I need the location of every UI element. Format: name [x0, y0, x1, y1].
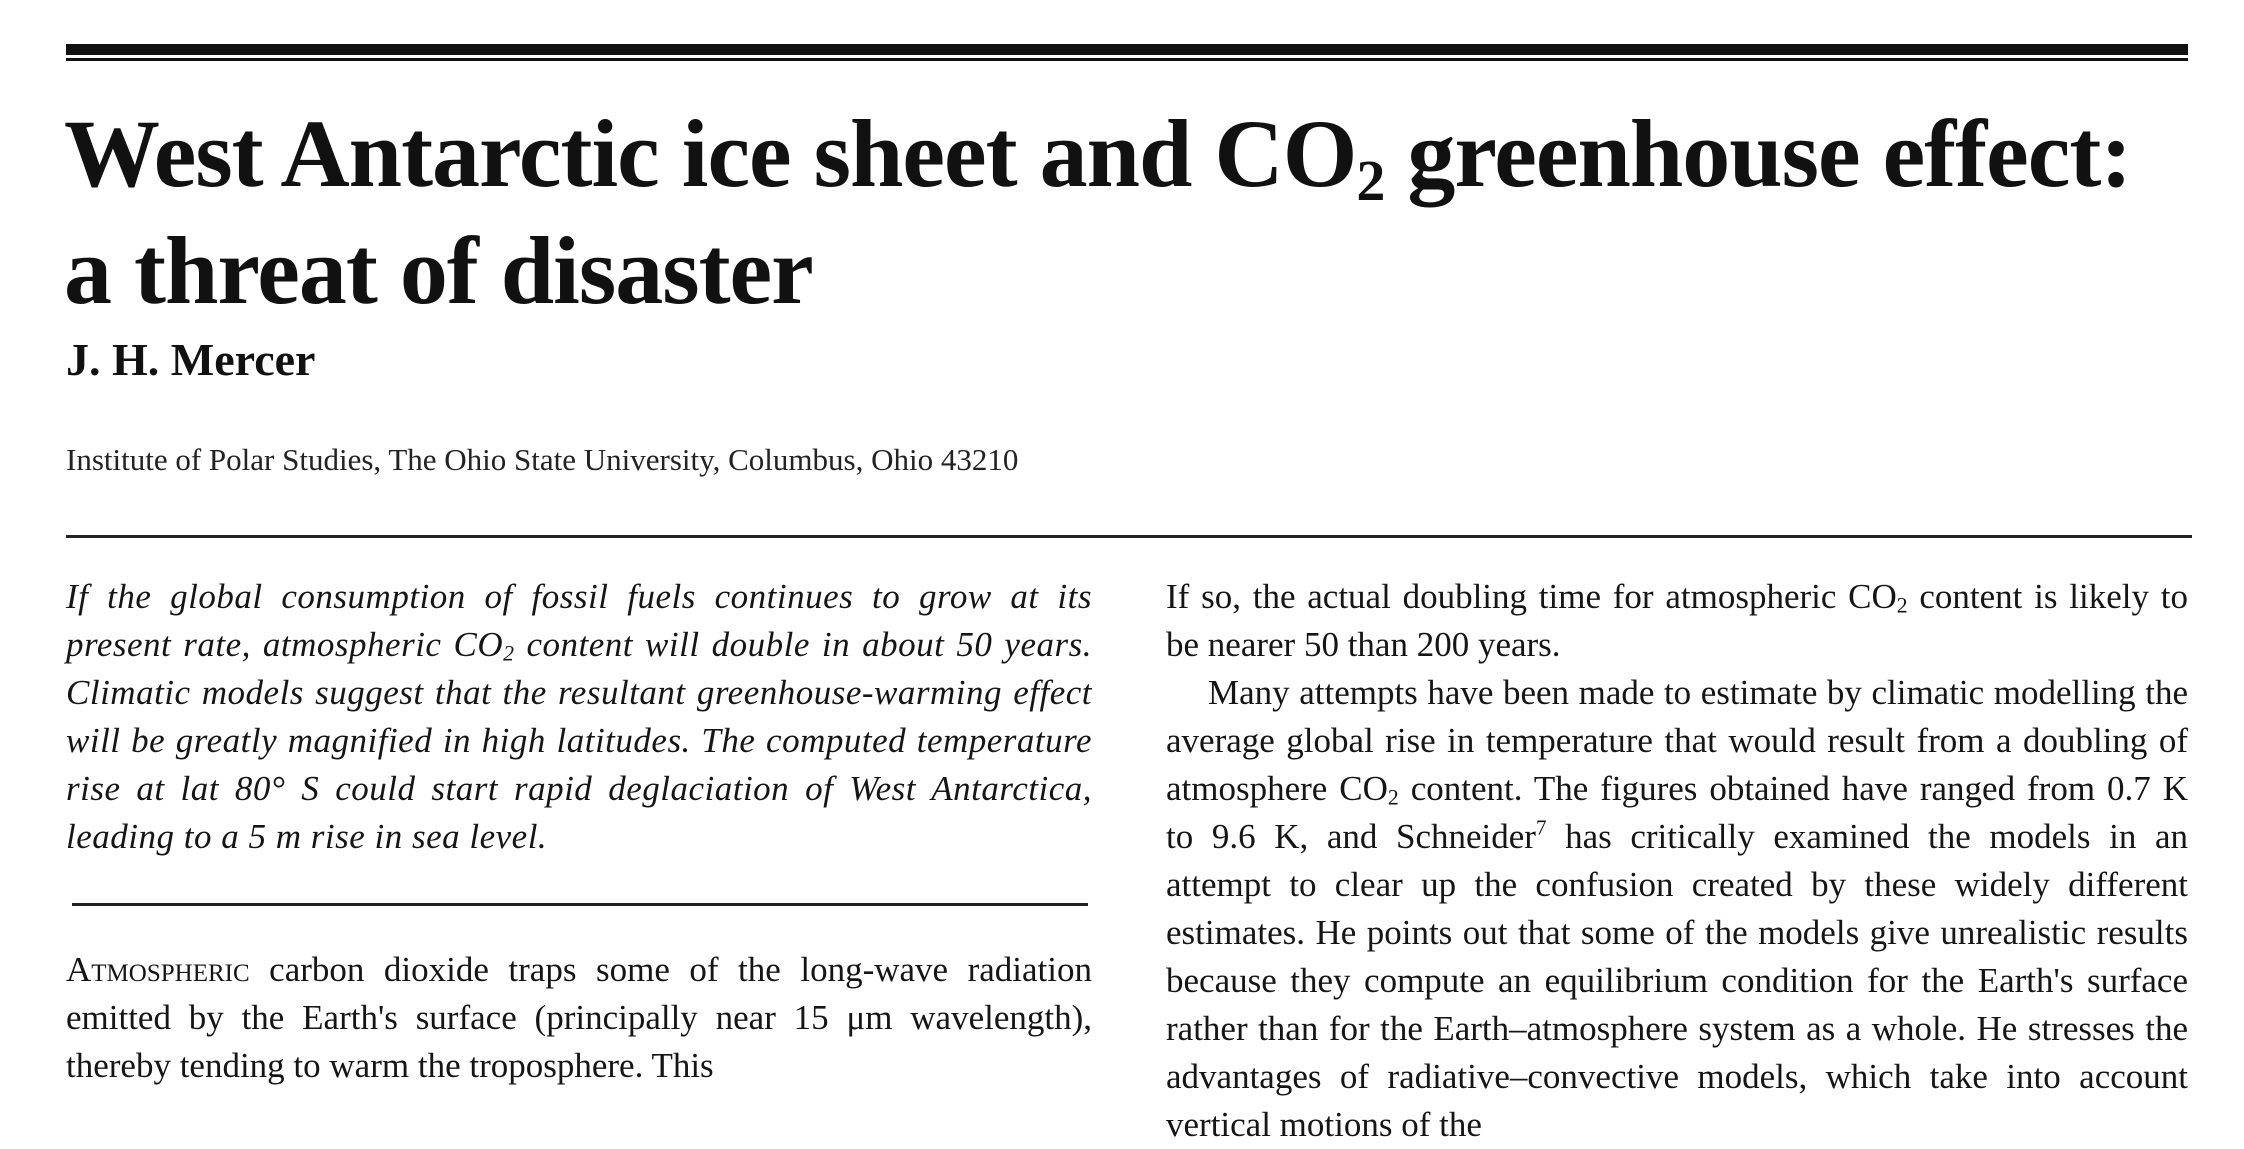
right-column: If so, the actual doubling time for atmo…	[1166, 573, 2188, 1149]
models-text-mid: content. The figures obtained have range…	[1166, 769, 2188, 856]
author-name: J. H. Mercer	[66, 334, 316, 385]
body-paragraph-intro: Atmospheric carbon dioxide traps some of…	[66, 946, 1092, 1090]
lead-in-smallcaps: Atmospheric	[66, 950, 250, 989]
doubling-text-start: If so, the actual doubling time for atmo…	[1166, 577, 1897, 616]
body-paragraph-models: Many attempts have been made to estimate…	[1166, 669, 2188, 1149]
models-text-start: Many attempts have been made to estimate…	[1166, 673, 2188, 808]
doubling-text-end: content is likely to be nearer 50 than 2…	[1166, 577, 2188, 664]
doubling-subscript: 2	[1896, 593, 1908, 618]
abstract-divider	[72, 903, 1088, 906]
title-subscript: 2	[1356, 148, 1385, 213]
intro-text: carbon dioxide traps some of the long-wa…	[66, 950, 1092, 1085]
body-paragraph-doubling: If so, the actual doubling time for atmo…	[1166, 573, 2188, 669]
models-text-end: has critically examined the models in an…	[1166, 817, 2189, 1144]
author-affiliation: Institute of Polar Studies, The Ohio Sta…	[66, 442, 1019, 477]
reference-marker: 7	[1535, 815, 1547, 840]
header-thin-rule	[66, 58, 2188, 61]
abstract-subscript: 2	[503, 641, 515, 666]
abstract-text-end: content will double in about 50 years. C…	[66, 625, 1092, 856]
title-text-end: greenhouse effect: a threat of disaster	[64, 100, 2132, 324]
title-text-start: West Antarctic ice sheet and CO	[64, 100, 1357, 207]
left-column: If the global consumption of fossil fuel…	[66, 573, 1092, 1090]
article-title: West Antarctic ice sheet and CO2 greenho…	[64, 102, 2184, 323]
header-thick-rule	[66, 44, 2188, 55]
abstract-text-start: If the global consumption of fossil fuel…	[66, 577, 1092, 664]
models-subscript: 2	[1387, 785, 1399, 810]
abstract: If the global consumption of fossil fuel…	[66, 573, 1092, 861]
section-divider	[66, 535, 2192, 538]
